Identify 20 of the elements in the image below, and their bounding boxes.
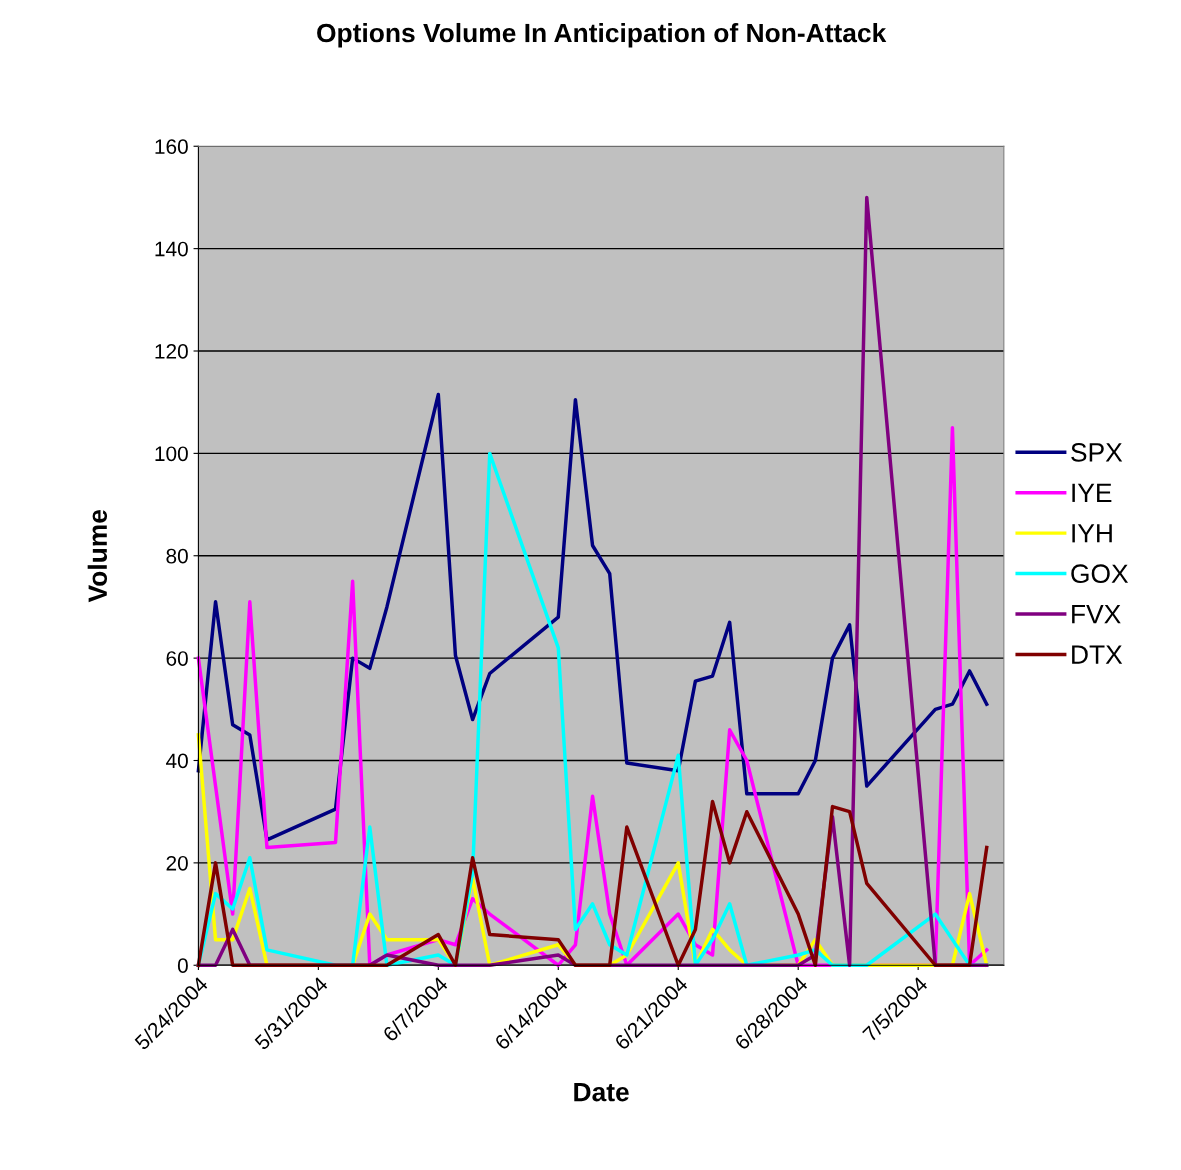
legend-label: GOX: [1071, 564, 1129, 584]
y-tick-label: 80: [166, 548, 188, 564]
y-tick-label: 120: [155, 344, 188, 359]
legend-label: SPX: [1071, 443, 1123, 462]
legend-label: IYH: [1072, 524, 1112, 543]
chart-title: Options Volume In Anticipation of Non-Attack: [317, 22, 887, 48]
y-tick-label: 60: [166, 651, 188, 666]
x-axis-title: Date: [574, 1082, 629, 1102]
line-series: [196, 799, 989, 967]
y-tick-label: 40: [165, 753, 188, 769]
y-axis-title: Volume: [87, 509, 108, 603]
y-tick-label: 160: [155, 139, 188, 154]
y-tick-label: 0: [177, 958, 188, 973]
y-tick-label: 20: [166, 855, 188, 871]
legend-label: DTX: [1072, 645, 1123, 664]
line-series: [196, 392, 989, 842]
y-tick-label: 140: [155, 241, 188, 257]
y-tick-label: 100: [155, 446, 188, 462]
legend-label: IYE: [1072, 483, 1112, 502]
legend-label: FVX: [1072, 605, 1121, 624]
